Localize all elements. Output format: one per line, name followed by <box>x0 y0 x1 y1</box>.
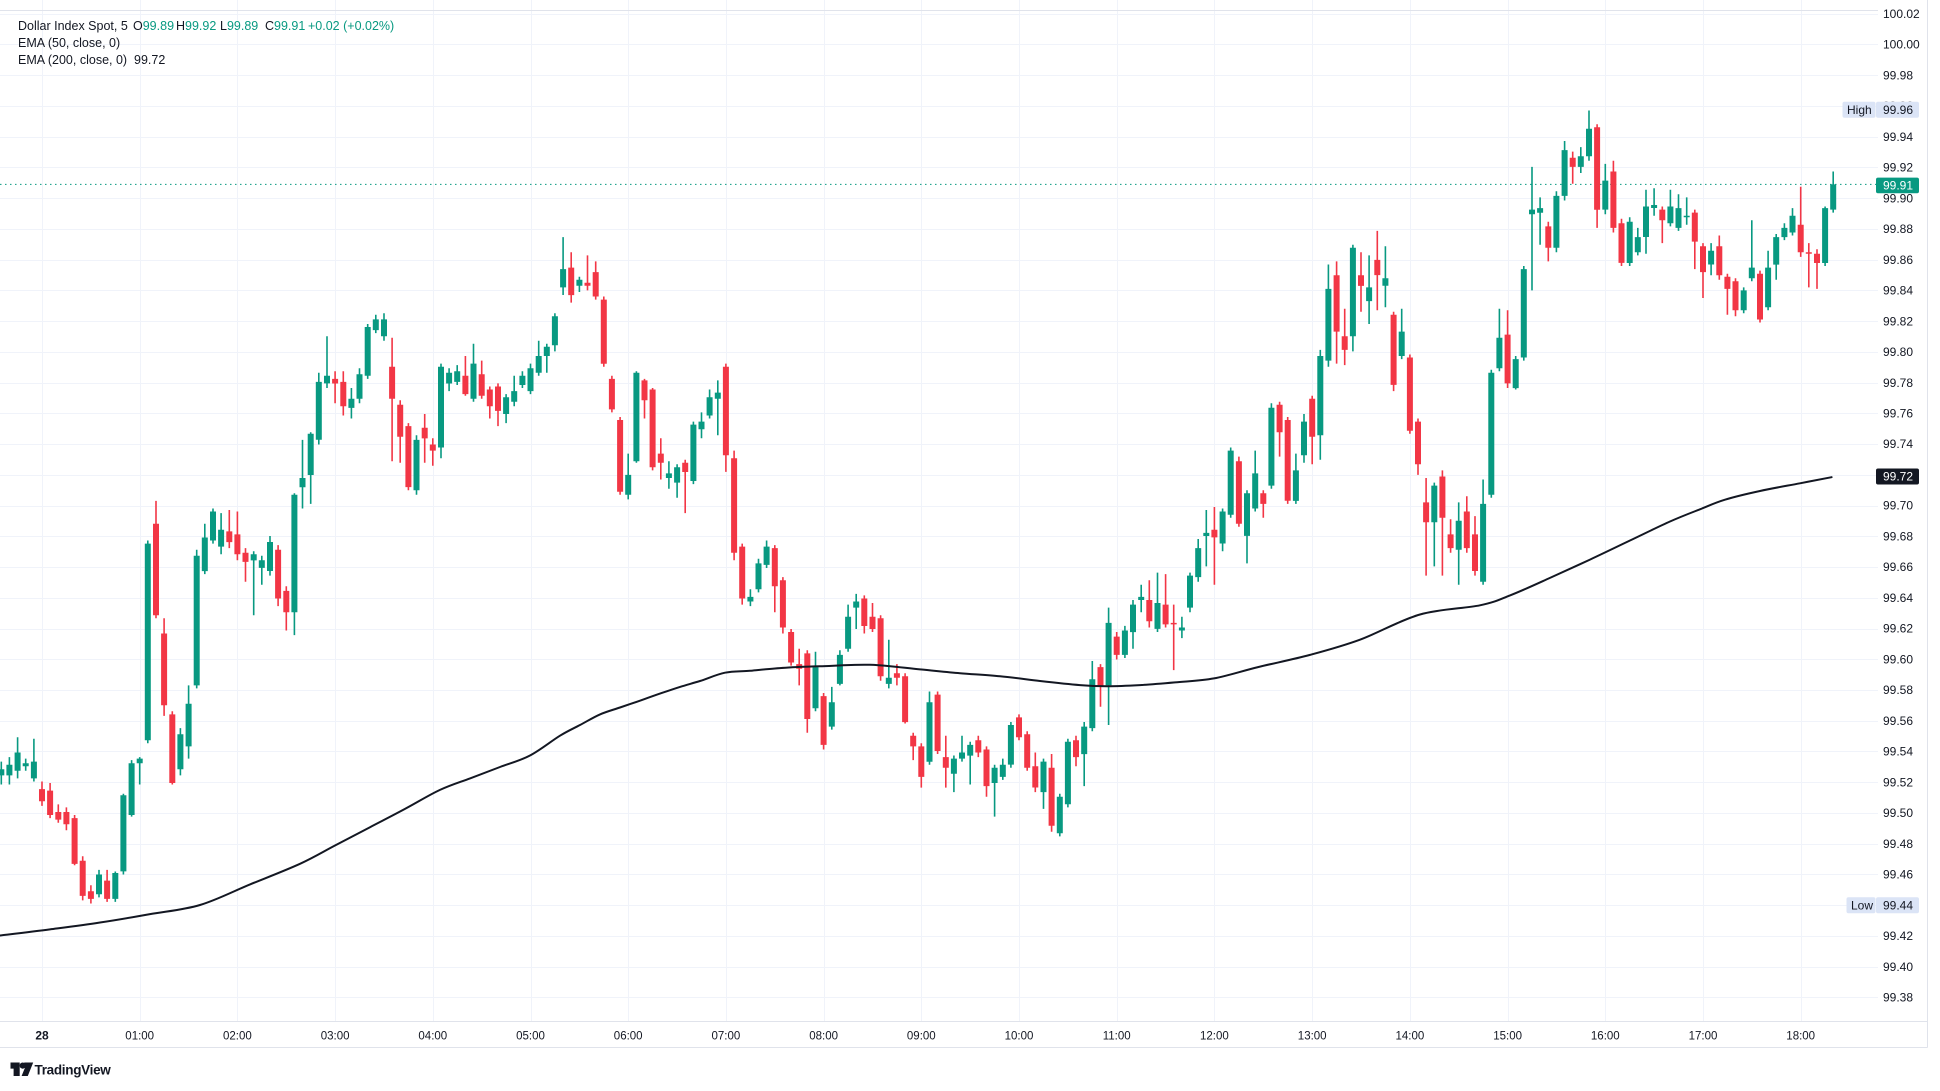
svg-text:99.56: 99.56 <box>1883 714 1913 728</box>
svg-text:99.94: 99.94 <box>1883 130 1913 144</box>
svg-text:99.90: 99.90 <box>1883 191 1913 205</box>
svg-text:99.84: 99.84 <box>1883 284 1913 298</box>
svg-text:Dollar Index Spot, 5: Dollar Index Spot, 5 <box>18 19 128 33</box>
svg-text:99.70: 99.70 <box>1883 499 1913 513</box>
svg-text:99.91: 99.91 <box>1883 179 1913 193</box>
svg-text:99.46: 99.46 <box>1883 868 1913 882</box>
svg-text:99.44: 99.44 <box>1883 898 1913 912</box>
svg-text:99.96: 99.96 <box>1883 103 1913 117</box>
svg-text:17:00: 17:00 <box>1689 1031 1718 1043</box>
svg-text:28: 28 <box>35 1029 49 1043</box>
svg-text:08:00: 08:00 <box>809 1031 838 1043</box>
svg-text:+0.02 (+0.02%): +0.02 (+0.02%) <box>308 19 394 33</box>
svg-text:99.74: 99.74 <box>1883 437 1913 451</box>
svg-text:99.52: 99.52 <box>1883 775 1913 789</box>
svg-text:99.62: 99.62 <box>1883 622 1913 636</box>
svg-text:100.02: 100.02 <box>1883 7 1920 21</box>
svg-text:09:00: 09:00 <box>907 1031 936 1043</box>
svg-text:EMA (200, close, 0) 99.72: EMA (200, close, 0) 99.72 <box>18 53 165 67</box>
svg-text:99.82: 99.82 <box>1883 314 1913 328</box>
svg-text:14:00: 14:00 <box>1396 1031 1425 1043</box>
svg-text:15:00: 15:00 <box>1493 1031 1522 1043</box>
svg-text:10:00: 10:00 <box>1005 1031 1034 1043</box>
svg-text:99.58: 99.58 <box>1883 683 1913 697</box>
svg-text:L99.89: L99.89 <box>220 19 258 33</box>
svg-text:100.00: 100.00 <box>1883 38 1920 52</box>
svg-text:06:00: 06:00 <box>614 1031 643 1043</box>
svg-text:02:00: 02:00 <box>223 1031 252 1043</box>
svg-text:99.78: 99.78 <box>1883 376 1913 390</box>
svg-text:99.66: 99.66 <box>1883 560 1913 574</box>
svg-text:99.60: 99.60 <box>1883 652 1913 666</box>
svg-text:99.80: 99.80 <box>1883 345 1913 359</box>
svg-text:99.76: 99.76 <box>1883 407 1913 421</box>
svg-text:99.48: 99.48 <box>1883 837 1913 851</box>
svg-text:C99.91: C99.91 <box>265 19 305 33</box>
svg-text:16:00: 16:00 <box>1591 1031 1620 1043</box>
svg-text:99.50: 99.50 <box>1883 806 1913 820</box>
svg-text:13:00: 13:00 <box>1298 1031 1327 1043</box>
svg-text:99.92: 99.92 <box>1883 161 1913 175</box>
svg-text:99.68: 99.68 <box>1883 530 1913 544</box>
svg-text:Low: Low <box>1851 898 1873 912</box>
svg-text:07:00: 07:00 <box>712 1031 741 1043</box>
svg-text:18:00: 18:00 <box>1786 1031 1815 1043</box>
svg-text:O99.89: O99.89 <box>133 19 174 33</box>
svg-text:99.64: 99.64 <box>1883 591 1913 605</box>
svg-text:99.54: 99.54 <box>1883 745 1913 759</box>
svg-text:11:00: 11:00 <box>1103 1031 1131 1043</box>
svg-text:99.86: 99.86 <box>1883 253 1913 267</box>
svg-text:05:00: 05:00 <box>516 1031 545 1043</box>
svg-text:99.40: 99.40 <box>1883 960 1913 974</box>
svg-text:TradingView: TradingView <box>35 1063 112 1078</box>
svg-text:EMA (50, close, 0): EMA (50, close, 0) <box>18 36 120 50</box>
svg-text:04:00: 04:00 <box>418 1031 447 1043</box>
svg-text:03:00: 03:00 <box>321 1031 350 1043</box>
svg-text:99.38: 99.38 <box>1883 991 1913 1005</box>
svg-text:High: High <box>1847 103 1872 117</box>
svg-text:99.42: 99.42 <box>1883 929 1913 943</box>
svg-text:99.72: 99.72 <box>1883 470 1913 484</box>
svg-text:H99.92: H99.92 <box>176 19 216 33</box>
svg-text:01:00: 01:00 <box>125 1031 154 1043</box>
svg-text:12:00: 12:00 <box>1200 1031 1229 1043</box>
svg-text:99.88: 99.88 <box>1883 222 1913 236</box>
svg-text:99.98: 99.98 <box>1883 68 1913 82</box>
